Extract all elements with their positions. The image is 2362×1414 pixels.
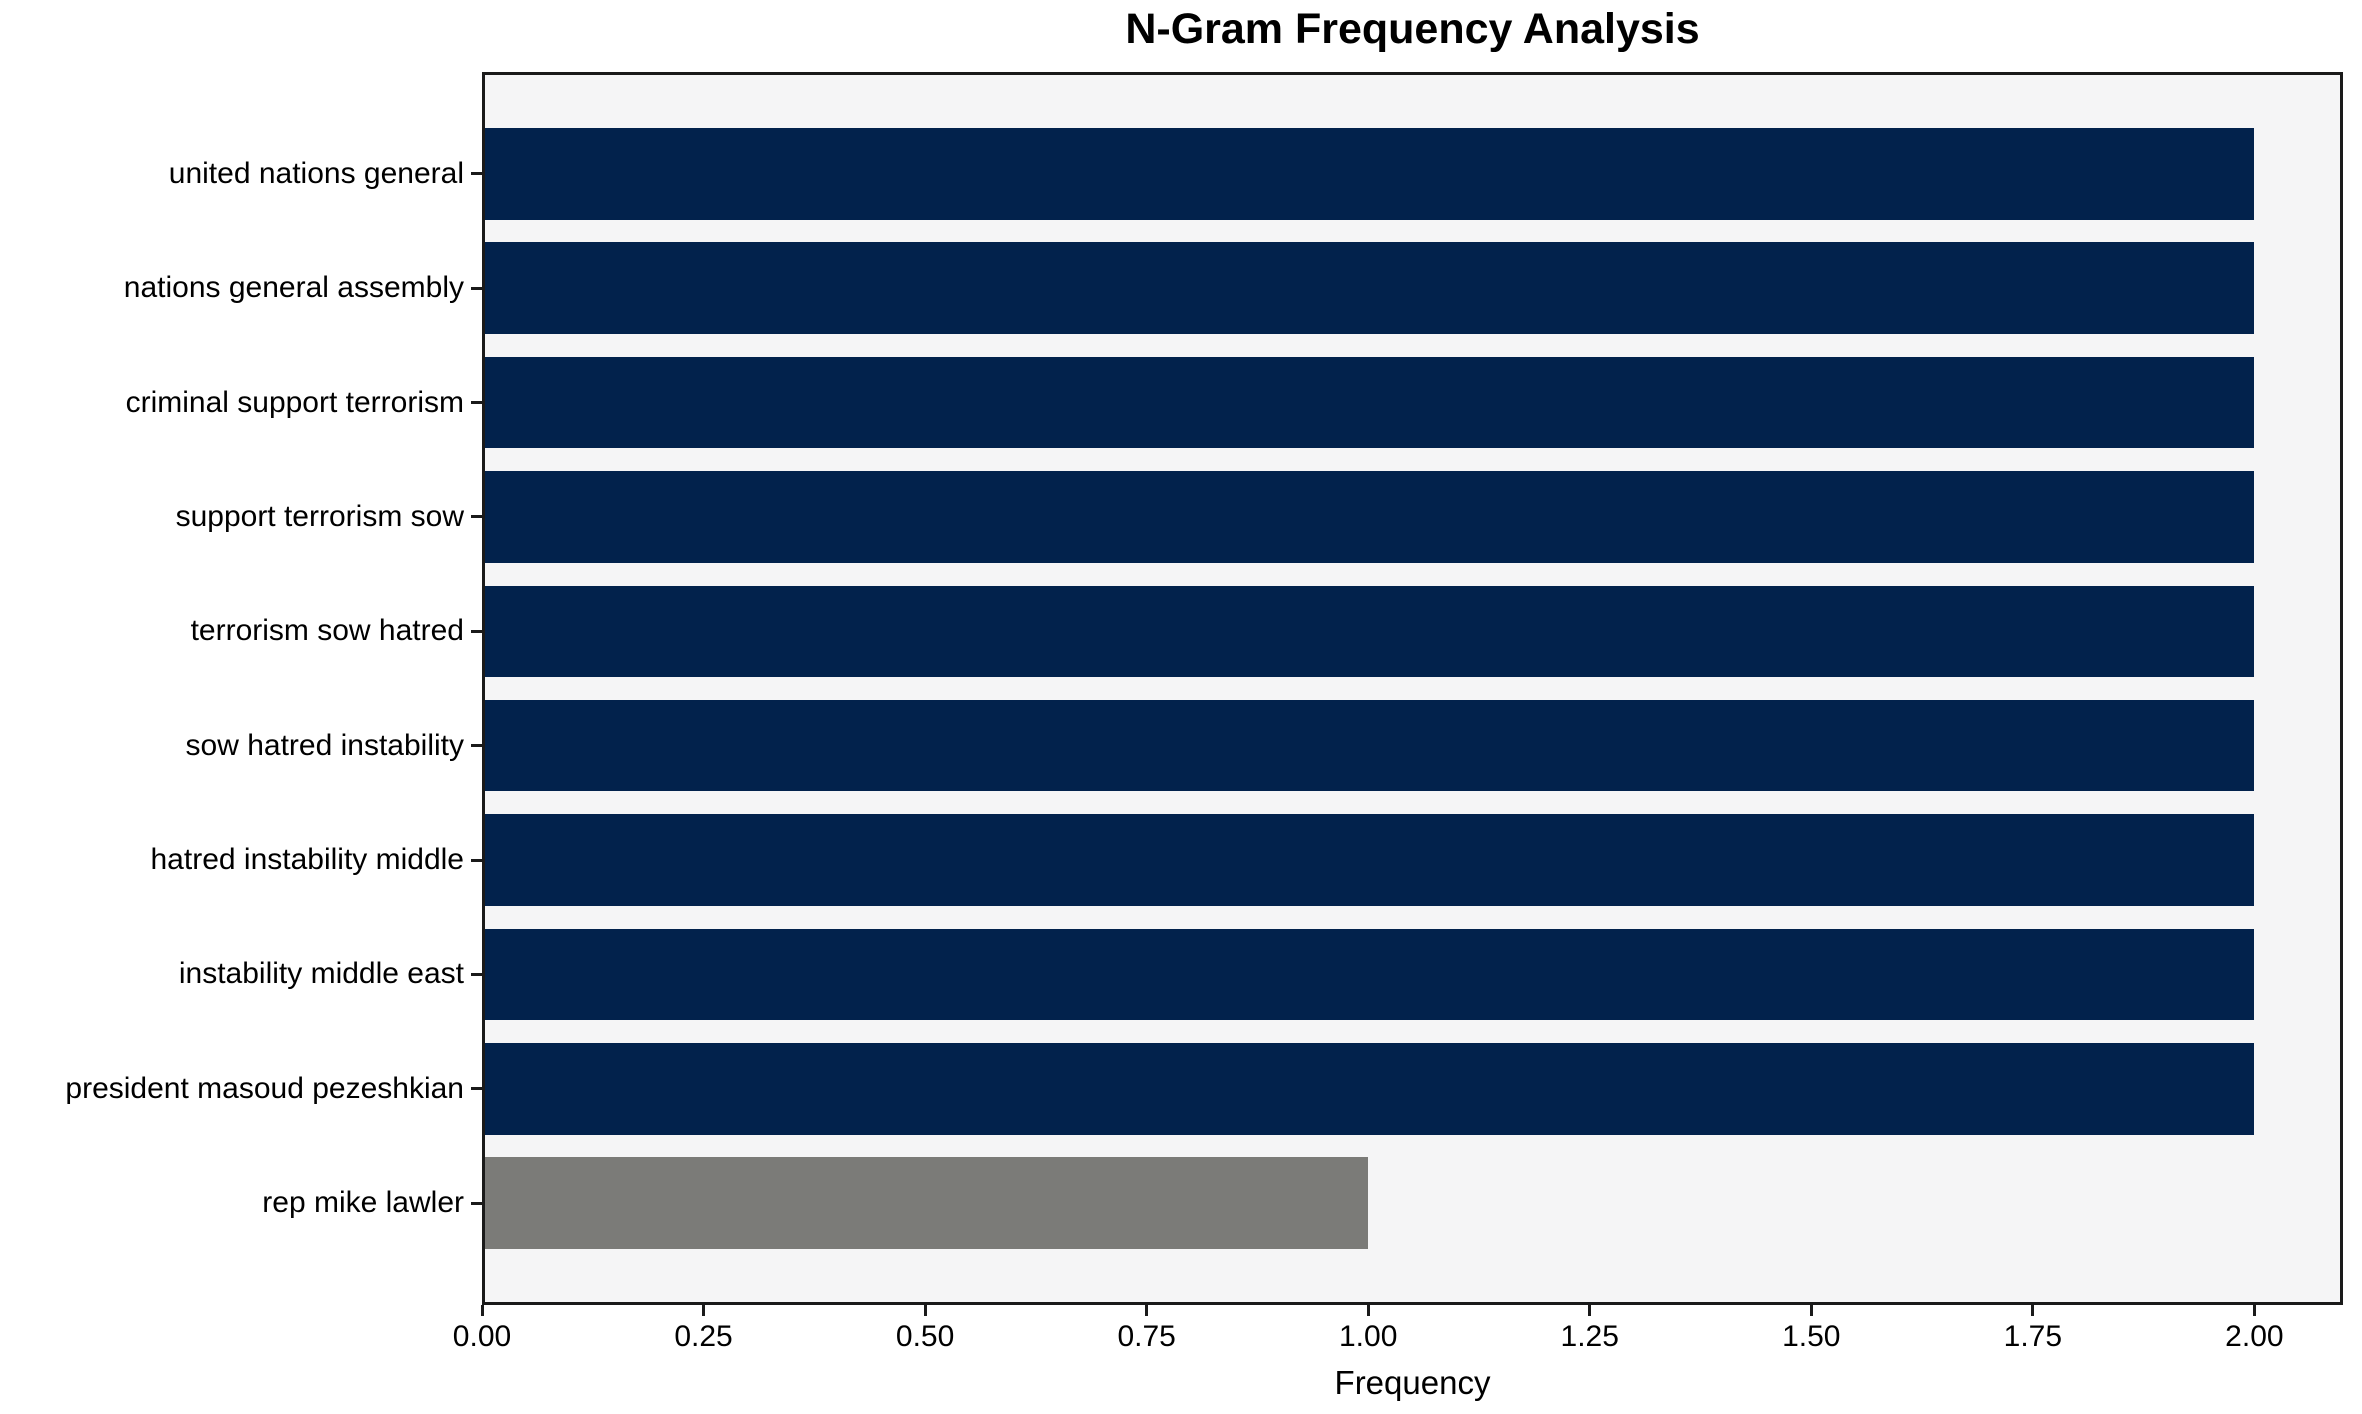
x-tick-label: 0.25 (674, 1320, 733, 1353)
bar (482, 356, 2255, 449)
y-tick-mark (471, 744, 482, 748)
bar (482, 128, 2255, 220)
y-tick-mark (471, 972, 482, 976)
x-tick-label: 1.75 (2003, 1320, 2063, 1353)
bar (482, 1157, 1369, 1249)
bar (482, 814, 2255, 906)
y-tick-mark (471, 286, 482, 290)
y-tick-label: rep mike lawler (262, 1186, 464, 1220)
y-tick-label: support terrorism sow (175, 499, 464, 533)
x-tick-mark (1588, 1305, 1592, 1316)
y-tick-label: united nations general (168, 156, 464, 190)
bar (482, 471, 2255, 563)
bar (482, 1043, 2255, 1135)
y-tick-mark (471, 401, 482, 405)
y-tick-label: instability middle east (178, 957, 464, 991)
bar (482, 585, 2255, 678)
y-tick-mark (471, 515, 482, 519)
x-tick-mark (2252, 1305, 2256, 1316)
x-tick-mark (480, 1305, 484, 1316)
x-tick-label: 0.75 (1117, 1320, 1176, 1353)
x-tick-mark (923, 1305, 927, 1316)
y-tick-label: terrorism sow hatred (190, 614, 464, 648)
y-tick-label: nations general assembly (123, 271, 464, 305)
bar (482, 699, 2255, 792)
y-tick-mark (471, 172, 482, 176)
x-tick-mark (702, 1305, 706, 1316)
x-tick-mark (2031, 1305, 2035, 1316)
y-tick-label: hatred instability middle (150, 843, 465, 877)
chart-title: N-Gram Frequency Analysis (1125, 5, 1700, 53)
x-tick-mark (1809, 1305, 1813, 1316)
y-tick-label: criminal support terrorism (125, 385, 464, 419)
y-tick-mark (471, 1201, 482, 1205)
bar (482, 242, 2255, 334)
bar (482, 928, 2255, 1021)
x-tick-label: 1.50 (1782, 1320, 1841, 1353)
x-tick-label: 1.25 (1560, 1320, 1619, 1353)
x-tick-label: 1.00 (1338, 1320, 1398, 1353)
x-tick-label: 2.00 (2225, 1320, 2284, 1353)
y-tick-mark (471, 629, 482, 633)
x-tick-mark (1145, 1305, 1149, 1316)
y-tick-label: sow hatred instability (185, 728, 464, 762)
y-tick-mark (471, 858, 482, 862)
y-tick-label: president masoud pezeshkian (65, 1071, 464, 1105)
x-axis-label: Frequency (1334, 1364, 1491, 1401)
y-tick-mark (471, 1087, 482, 1091)
x-tick-label: 0.00 (452, 1320, 512, 1353)
x-tick-label: 0.50 (895, 1320, 955, 1353)
x-tick-mark (1366, 1305, 1370, 1316)
